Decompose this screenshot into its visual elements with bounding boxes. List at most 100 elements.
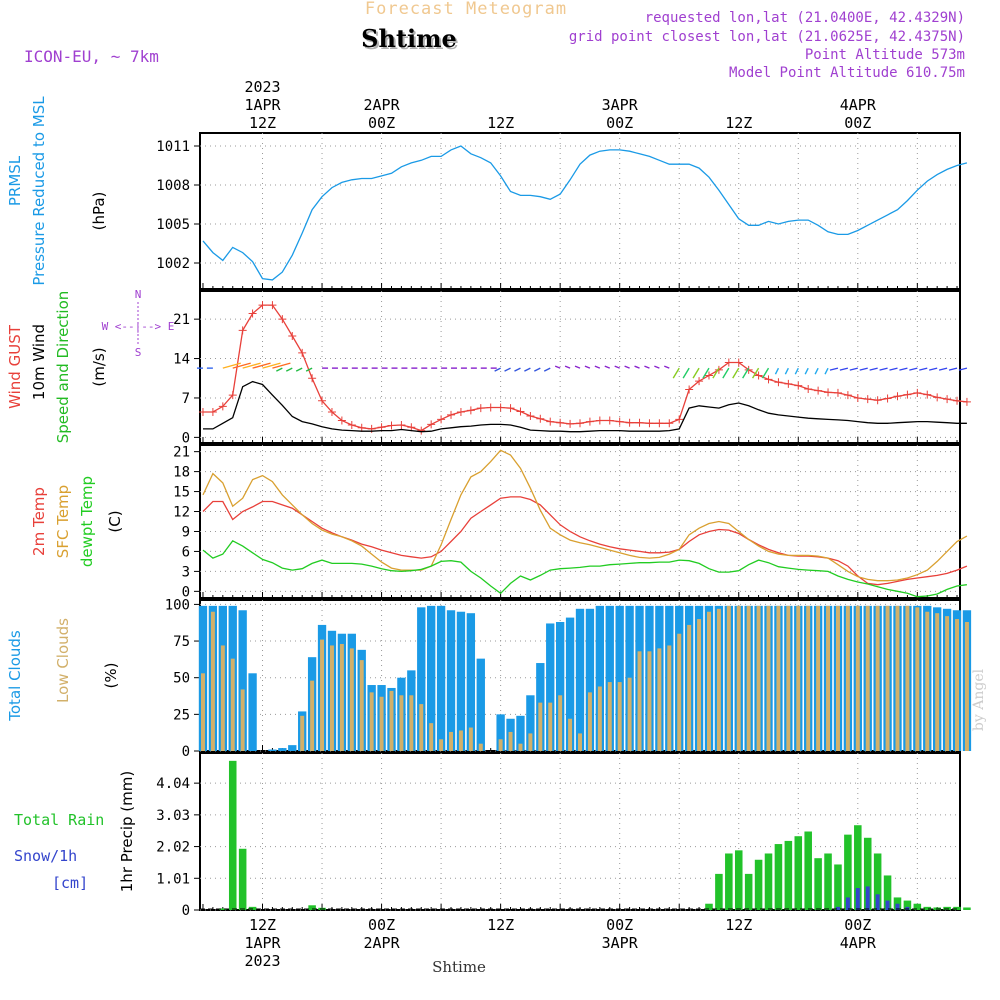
wind-direction-arrow — [514, 367, 521, 372]
bar-low-clouds — [240, 689, 245, 751]
bar-low-clouds — [637, 651, 642, 751]
bar-low-clouds — [597, 686, 602, 751]
wind-direction-arrow — [524, 367, 531, 372]
watermark: by Angel — [971, 668, 987, 731]
bar-total-clouds — [615, 605, 624, 751]
gust-marker — [427, 420, 436, 429]
bar-low-clouds — [647, 651, 652, 751]
panel-precip: 0 1.01 2.02 3.03 4.04 1hr Precip (mm) Total Ra… — [14, 752, 971, 919]
y-tick-label: 14 — [173, 352, 190, 368]
gust-marker — [526, 411, 535, 420]
bar-rain — [913, 903, 922, 910]
label-10m-wind: 10m Wind — [30, 324, 48, 400]
wind-direction-arrow — [909, 367, 918, 371]
y-tick-label: 1.01 — [156, 871, 190, 887]
label-wind-gust: Wind GUST — [6, 324, 24, 409]
bottom-tick-time: 00Z — [368, 916, 395, 934]
y-tick-label: 50 — [173, 671, 190, 687]
y-tick-label: 1005 — [156, 217, 190, 233]
wind-direction-arrow — [722, 367, 730, 379]
gust-marker — [476, 404, 485, 413]
wind-direction-arrow — [774, 367, 780, 375]
gust-marker — [923, 390, 932, 399]
bottom-tick-date: 3APR — [602, 934, 639, 952]
bar-rain — [844, 834, 852, 910]
bar-low-clouds — [439, 739, 444, 751]
gust-marker — [417, 426, 426, 435]
gust-marker — [734, 358, 743, 367]
gust-marker — [794, 381, 803, 390]
gust-marker — [496, 403, 505, 412]
bar-low-clouds — [578, 733, 582, 751]
bar-low-clouds — [776, 605, 781, 751]
gust-marker — [913, 388, 922, 397]
gust-marker — [546, 417, 555, 426]
wind-direction-arrow — [672, 367, 680, 379]
bar-rain — [228, 760, 237, 910]
wind-direction-arrow — [948, 367, 958, 371]
bar-low-clouds — [300, 715, 305, 751]
bar-low-clouds — [528, 733, 533, 751]
bar-total-clouds — [436, 605, 446, 751]
wind-direction-arrow — [712, 367, 720, 379]
label-cm: [cm] — [52, 874, 88, 892]
bar-low-clouds — [964, 621, 969, 751]
bar-low-clouds — [320, 639, 325, 751]
wind-direction-arrow — [804, 367, 809, 375]
gust-marker — [764, 375, 773, 384]
wind-direction-arrow — [534, 367, 541, 372]
wind-direction-arrow — [829, 367, 839, 371]
bar-low-clouds — [736, 605, 741, 751]
bar-snow — [895, 903, 900, 910]
bar-low-clouds — [915, 607, 920, 751]
bar-snow — [845, 897, 850, 910]
panel-frame — [199, 132, 961, 290]
bar-low-clouds — [766, 605, 771, 751]
y-tick-label: 0 — [182, 430, 190, 446]
bar-rain — [863, 837, 872, 910]
bar-low-clouds — [756, 605, 761, 751]
bar-snow — [885, 900, 890, 910]
label-2m-temp: 2m Temp — [30, 487, 48, 556]
series-prmsl — [202, 145, 968, 281]
bar-total-clouds — [555, 621, 565, 751]
wind-direction-arrow — [644, 365, 650, 369]
point-altitude: Point Altitude 573m — [805, 47, 965, 63]
bar-total-clouds — [476, 658, 485, 751]
bar-low-clouds — [786, 605, 791, 751]
series-wind-gust — [203, 304, 967, 432]
bar-low-clouds — [409, 695, 414, 751]
gust-marker — [615, 417, 624, 426]
panel-frame — [199, 444, 961, 599]
bar-low-clouds — [389, 690, 394, 751]
gust-marker — [238, 326, 247, 335]
location-title-shadow: Shtime — [363, 26, 459, 55]
wind-direction-arrow — [824, 367, 829, 375]
bar-snow — [865, 886, 870, 910]
wind-direction-arrow — [252, 362, 271, 369]
bar-low-clouds — [200, 673, 205, 751]
wind-direction-arrow — [262, 362, 281, 369]
bar-low-clouds — [458, 730, 463, 751]
bar-snow — [835, 906, 840, 910]
bar-low-clouds — [468, 727, 473, 751]
bar-low-clouds — [826, 605, 831, 751]
bottom-tick-date: 1APR — [244, 934, 281, 952]
bottom-tick-time: 12Z — [249, 916, 276, 934]
bottom-tick-date: 2APR — [364, 934, 401, 952]
wind-direction-arrow — [958, 367, 968, 371]
y-tick-label: 1011 — [156, 139, 190, 155]
top-tick-date: 2APR — [364, 96, 401, 114]
gust-marker — [506, 404, 515, 413]
wind-direction-arrow — [761, 367, 770, 379]
bar-low-clouds — [726, 605, 731, 751]
gust-marker — [437, 415, 446, 424]
label-prmsl: PRMSL — [6, 155, 24, 206]
bar-rain — [883, 875, 892, 910]
bottom-tick-time: 12Z — [487, 916, 514, 934]
y-tick-label: 12 — [173, 505, 190, 521]
wind-direction-arrow — [584, 365, 591, 369]
gust-marker — [318, 396, 327, 405]
gust-marker — [685, 385, 694, 394]
